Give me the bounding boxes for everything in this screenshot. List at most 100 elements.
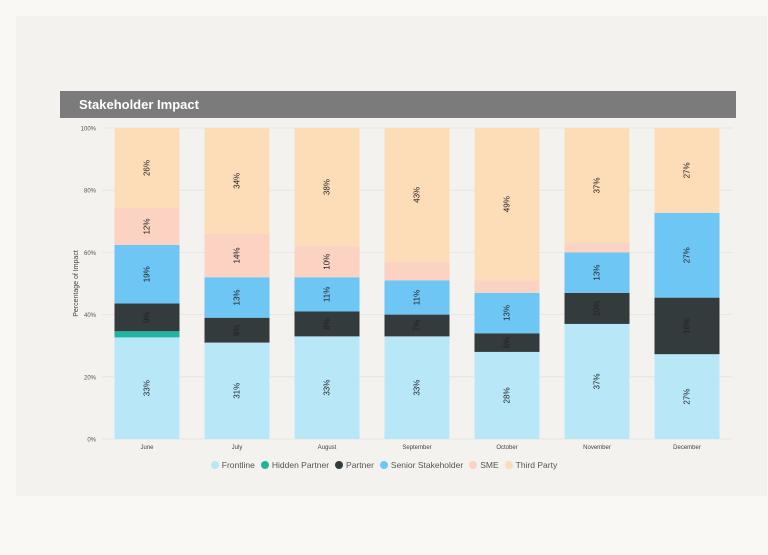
bar-segment-senior-stakeholder-august [294, 277, 360, 312]
data-label: 13% [233, 289, 242, 305]
bar-segment-third-party-june [114, 128, 180, 209]
data-label: 31% [233, 383, 242, 399]
legend-item[interactable]: SME [469, 460, 499, 470]
chart-title: Stakeholder Impact [79, 97, 199, 112]
bar-segment-third-party-november [564, 128, 630, 244]
data-label: 10% [593, 300, 602, 316]
data-label: 10% [323, 254, 332, 270]
bar-segment-third-party-october [474, 128, 540, 281]
bar-segment-third-party-september [384, 128, 450, 262]
data-label: 34% [233, 173, 242, 189]
bar-segment-senior-stakeholder-july [204, 277, 270, 318]
bar-segment-partner-november [564, 292, 630, 324]
data-label: 37% [593, 178, 602, 194]
x-tick-label: December [673, 445, 701, 451]
data-label: 26% [143, 160, 152, 176]
x-tick-label: November [583, 445, 611, 451]
data-label: 6% [503, 337, 512, 349]
bar-segment-partner-october [474, 333, 540, 352]
data-label: 11% [323, 287, 332, 302]
legend-swatch [469, 461, 478, 469]
legend-swatch [260, 461, 269, 469]
data-label: 9% [143, 312, 152, 324]
data-label: 11% [413, 290, 422, 305]
bar-segment-senior-stakeholder-october [474, 292, 540, 334]
bar-segment-senior-stakeholder-december [654, 212, 720, 298]
legend-label: SME [480, 460, 499, 470]
data-label: 27% [683, 162, 692, 178]
y-tick-label: 100% [81, 127, 97, 133]
bar-segment-third-party-august [294, 128, 360, 247]
bar-segment-frontline-november [564, 323, 630, 439]
data-label: 14% [233, 248, 242, 264]
bar-segment-sme-september [384, 261, 450, 281]
legend-label: Frontline [221, 460, 255, 470]
bar-segment-frontline-august [294, 336, 360, 439]
bar-segment-partner-august [294, 311, 360, 337]
legend-item[interactable]: Frontline [210, 460, 255, 470]
bar-segment-frontline-december [654, 354, 720, 439]
data-label: 12% [143, 219, 152, 235]
y-tick-label: 60% [84, 251, 97, 257]
legend-label: Hidden Partner [271, 460, 330, 470]
legend-item[interactable]: Hidden Partner [260, 460, 330, 470]
bar-segment-sme-october [474, 280, 540, 293]
bar-segment-third-party-july [204, 128, 270, 234]
y-tick-label: 80% [84, 189, 97, 195]
y-tick-label: 40% [84, 313, 97, 319]
legend-swatch [379, 461, 388, 469]
chart-header: Stakeholder Impact [60, 91, 736, 118]
data-label: 38% [323, 179, 332, 195]
data-label: 33% [323, 380, 332, 396]
bar-segment-frontline-july [204, 342, 270, 439]
bar-segment-hidden-partner-june [114, 331, 180, 338]
y-tick-label: 20% [84, 375, 97, 381]
data-label: 37% [593, 373, 602, 389]
bar-segment-sme-november [564, 243, 630, 253]
bar-segment-frontline-june [114, 337, 180, 439]
data-label: 27% [683, 389, 692, 405]
legend-item[interactable]: Partner [335, 460, 374, 470]
bar-segment-partner-july [204, 317, 270, 343]
bar-segment-frontline-september [384, 336, 450, 439]
x-tick-label: August [318, 445, 337, 451]
data-label: 27% [683, 247, 692, 263]
x-tick-label: June [140, 445, 154, 451]
bar-segment-partner-june [114, 303, 180, 332]
data-label: 19% [143, 266, 152, 282]
data-label: 18% [683, 318, 692, 334]
data-label: 28% [503, 387, 512, 403]
bar-segment-partner-september [384, 314, 450, 337]
data-label: 49% [503, 196, 512, 212]
bar-segment-partner-december [654, 297, 720, 355]
legend-swatch [210, 461, 219, 469]
legend-item[interactable]: Third Party [504, 460, 557, 470]
x-tick-label: July [232, 445, 243, 451]
bar-segment-senior-stakeholder-september [384, 280, 450, 315]
bar-segment-sme-july [204, 233, 270, 278]
legend-item[interactable]: Senior Stakeholder [379, 460, 464, 470]
data-label: 8% [323, 318, 332, 330]
page-footer [0, 496, 768, 555]
bar-segment-third-party-december [654, 128, 720, 213]
data-label: 33% [413, 380, 422, 396]
data-label: 7% [413, 320, 422, 332]
bar-segment-senior-stakeholder-june [114, 245, 180, 304]
legend-swatch [335, 461, 344, 469]
legend-swatch [504, 461, 513, 469]
bar-segment-frontline-october [474, 351, 540, 439]
data-label: 33% [143, 380, 152, 396]
bar-segment-sme-august [294, 246, 360, 278]
stacked-bar-chart: 0% 20% 40% 60% 80% 100% Percentage of Impact 33… [73, 127, 732, 451]
bar-segment-senior-stakeholder-november [564, 252, 630, 293]
x-tick-label: October [496, 445, 517, 451]
y-tick-label: 0% [87, 438, 96, 444]
bar-segment-sme-june [114, 208, 180, 246]
data-label: 13% [503, 305, 512, 321]
data-label: 8% [233, 324, 242, 336]
legend-label: Partner [346, 460, 374, 470]
chart-legend: Frontline Hidden Partner Partner Senior Sta… [0, 460, 768, 471]
data-label: 13% [593, 265, 602, 281]
legend-label: Senior Stakeholder [390, 460, 464, 470]
y-axis-label: Percentage of Impact [73, 250, 80, 317]
